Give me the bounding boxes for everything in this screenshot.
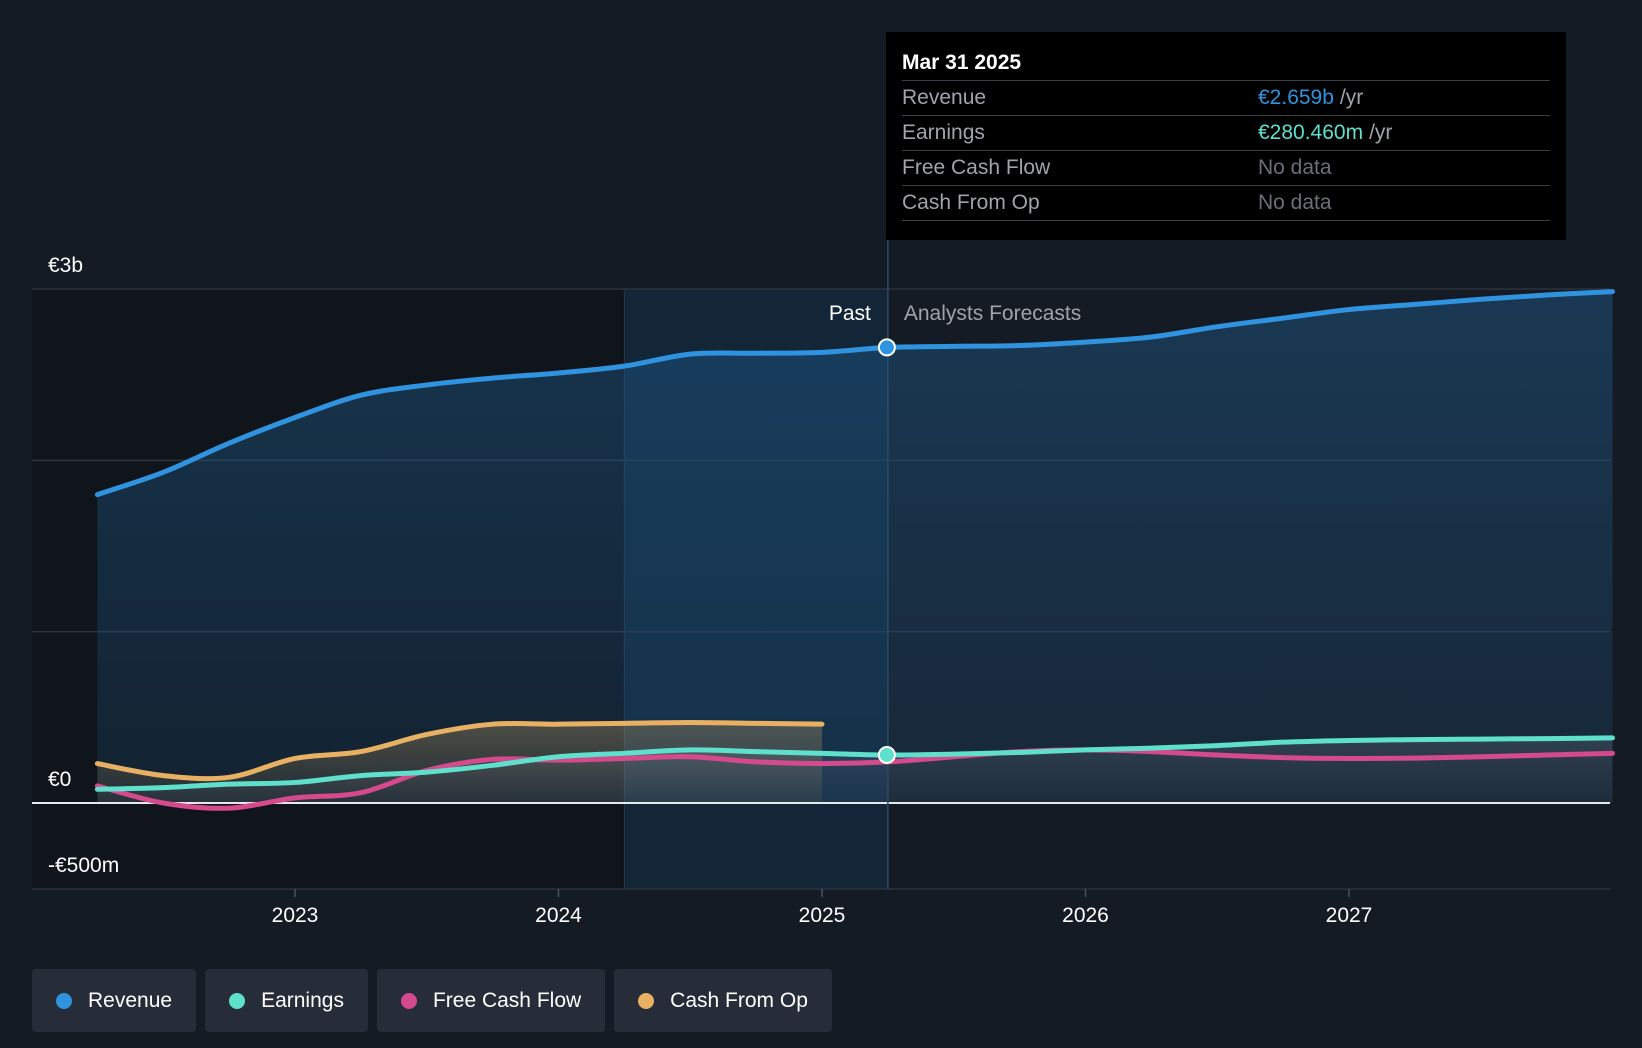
legend: Revenue Earnings Free Cash Flow Cash Fro… <box>32 969 832 1032</box>
forecast-label: Analysts Forecasts <box>904 302 1081 325</box>
tooltip-row-free-cash-flow: Free Cash Flow No data <box>902 150 1550 185</box>
tooltip-date: Mar 31 2025 <box>902 51 1022 74</box>
y-tick-label: -€500m <box>48 854 119 877</box>
revenue-dot-icon <box>56 992 72 1009</box>
earnings-dot-icon <box>229 992 246 1009</box>
legend-label: Cash From Op <box>670 988 808 1012</box>
legend-item-free-cash-flow[interactable]: Free Cash Flow <box>376 969 606 1032</box>
x-tick-label: 2027 <box>1326 904 1373 927</box>
y-tick-label: €3b <box>48 254 83 277</box>
tooltip: Mar 31 2025 Revenue €2.659b /yr Earnings… <box>886 32 1566 240</box>
revenue-marker <box>877 338 896 357</box>
legend-item-cash-from-op[interactable]: Cash From Op <box>614 969 832 1032</box>
tooltip-label: Free Cash Flow <box>902 156 1051 179</box>
free-cash-flow-dot-icon <box>400 992 417 1009</box>
tooltip-unit: /yr <box>1339 86 1364 109</box>
y-tick-label: €0 <box>48 768 71 791</box>
chart[interactable]: €3b €0 -€500m 2023 2024 2025 2026 2027 Past Analy… <box>0 0 1642 960</box>
tooltip-label: Revenue <box>902 86 987 109</box>
legend-label: Revenue <box>88 988 173 1012</box>
revenue-area <box>97 291 1613 803</box>
tooltip-label: Earnings <box>902 121 985 144</box>
cash-from-op-line <box>94 719 825 782</box>
legend-item-earnings[interactable]: Earnings <box>205 969 368 1032</box>
x-tick-label: 2026 <box>1062 904 1109 927</box>
tooltip-row-revenue: Revenue €2.659b /yr <box>902 80 1550 115</box>
earnings-marker <box>877 745 896 764</box>
x-tick-label: 2023 <box>272 904 319 927</box>
legend-item-revenue[interactable]: Revenue <box>32 969 197 1032</box>
past-label: Past <box>829 302 871 325</box>
cash-from-op-dot-icon <box>638 992 655 1009</box>
tooltip-row-cash-from-op: Cash From Op No data <box>902 185 1550 221</box>
free-cash-flow-line <box>94 747 1615 811</box>
tooltip-unit: /yr <box>1369 121 1393 144</box>
tooltip-row-earnings: Earnings €280.460m /yr <box>902 115 1550 150</box>
tooltip-value: No data <box>1258 191 1332 214</box>
tooltip-label: Cash From Op <box>902 191 1040 214</box>
tooltip-value: €2.659b <box>1258 86 1334 109</box>
earnings-line <box>94 735 1615 792</box>
tooltip-value: No data <box>1258 156 1332 179</box>
x-tick-label: 2024 <box>535 904 582 927</box>
revenue-line <box>94 289 1615 498</box>
legend-label: Free Cash Flow <box>432 988 582 1012</box>
legend-label: Earnings <box>261 988 344 1012</box>
tooltip-value: €280.460m <box>1258 121 1364 144</box>
x-tick-label: 2025 <box>799 904 846 927</box>
